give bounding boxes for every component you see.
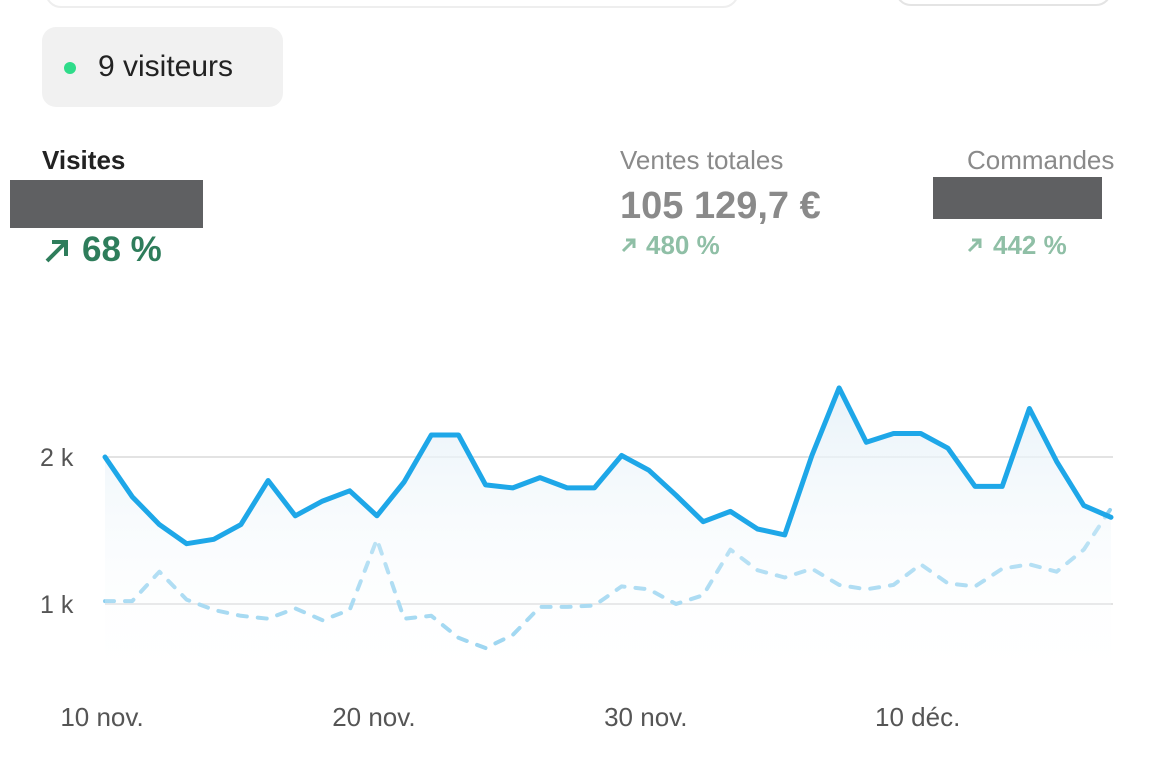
search-field[interactable] [45,0,739,8]
arrow-path [967,238,982,253]
x-tick-label: 10 nov. [60,702,143,732]
metric-label[interactable]: Visites [42,145,126,175]
x-tick-label: 10 déc. [875,702,960,732]
y-tick-label: 1 k [40,591,74,619]
current-period-line [102,385,1114,547]
metric-label[interactable]: Commandes [967,145,1115,175]
top-button[interactable] [895,0,1112,6]
x-tick-label: 20 nov. [332,702,415,732]
live-visitors-text: 9 visiteurs [98,50,234,83]
arrow-path [45,240,68,263]
up-arrow-icon [967,238,982,253]
metric-change: 480 % [646,230,720,260]
up-arrow-icon [621,238,636,253]
metric-label[interactable]: Ventes totales [620,145,784,175]
live-dot [64,62,76,74]
arrow-path [621,238,636,253]
redacted-value [933,177,1102,219]
redacted-value [10,180,203,228]
live-visitors-pill[interactable]: 9 visiteurs [42,27,283,107]
y-tick-label: 2 k [40,444,74,472]
up-arrow-icon [45,240,68,263]
metric-change: 442 % [993,230,1067,260]
line-chart: 1 k 2 k 10 nov. 20 nov. 30 nov. 10 déc. [40,385,1114,732]
x-tick-label: 30 nov. [604,702,687,732]
metric-value: 105 129,7 € [620,185,821,227]
area-fill [105,387,1111,693]
metric-change: 68 % [82,230,162,269]
